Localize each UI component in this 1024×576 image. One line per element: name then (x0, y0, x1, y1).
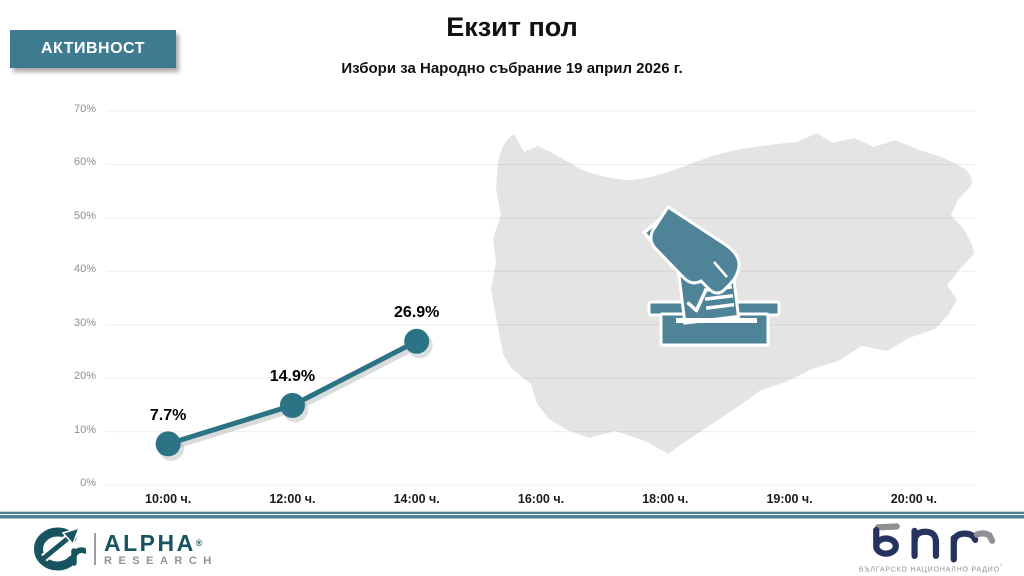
y-tick-label: 60% (73, 156, 96, 169)
x-tick-label: 12:00 ч. (269, 492, 316, 506)
trend-line (167, 339, 418, 447)
y-tick-label: 40% (73, 263, 96, 276)
page-title: Екзит пол (446, 12, 578, 42)
y-tick-label: 50% (73, 209, 96, 222)
y-tick-label: 30% (73, 316, 96, 329)
x-tick-label: 19:00 ч. (766, 492, 813, 506)
data-point-2 (404, 328, 430, 354)
ballot-box-icon (641, 204, 781, 347)
alpha-logo-divider (94, 533, 96, 565)
data-point-0 (155, 431, 181, 457)
x-tick-label: 14:00 ч. (393, 492, 440, 506)
x-tick-label: 10:00 ч. (145, 492, 192, 506)
bnr-wordmark (872, 523, 995, 563)
footer-divider (0, 511, 1024, 519)
x-tick-label: 18:00 ч. (642, 492, 689, 506)
trend-series (155, 328, 433, 461)
y-tick-label: 0% (80, 477, 96, 489)
y-tick-label: 20% (73, 370, 96, 383)
x-tick-label: 20:00 ч. (890, 492, 937, 506)
activity-badge: АКТИВНОСТ (10, 30, 176, 68)
alpha-logo-glyph (34, 526, 86, 571)
y-tick-label: 10% (73, 423, 96, 436)
y-tick-label: 70% (73, 103, 96, 115)
point-label-1: 14.9% (269, 368, 316, 386)
data-point-1 (279, 392, 305, 418)
ballot-box-slot (676, 318, 757, 323)
page-subtitle: Избори за Народно събрание 19 април 2026… (341, 60, 683, 77)
alpha-research-logo: ALPHA® RESEARCH (22, 526, 218, 572)
alpha-logo-name: ALPHA® (104, 529, 205, 556)
x-tick-label: 16:00 ч. (517, 492, 565, 506)
finger-line (713, 261, 728, 278)
bnr-logo-sub: БЪЛГАРСКО НАЦИОНАЛНО РАДИО° (858, 564, 1004, 574)
point-label-2: 26.9% (394, 304, 440, 322)
hand (649, 204, 741, 295)
point-label-0: 7.7% (149, 406, 187, 424)
alpha-logo-sub: RESEARCH (104, 554, 218, 567)
bnr-logo: БЪЛГАРСКО НАЦИОНАЛНО РАДИО° (846, 522, 1016, 573)
gridlines (106, 110, 976, 486)
